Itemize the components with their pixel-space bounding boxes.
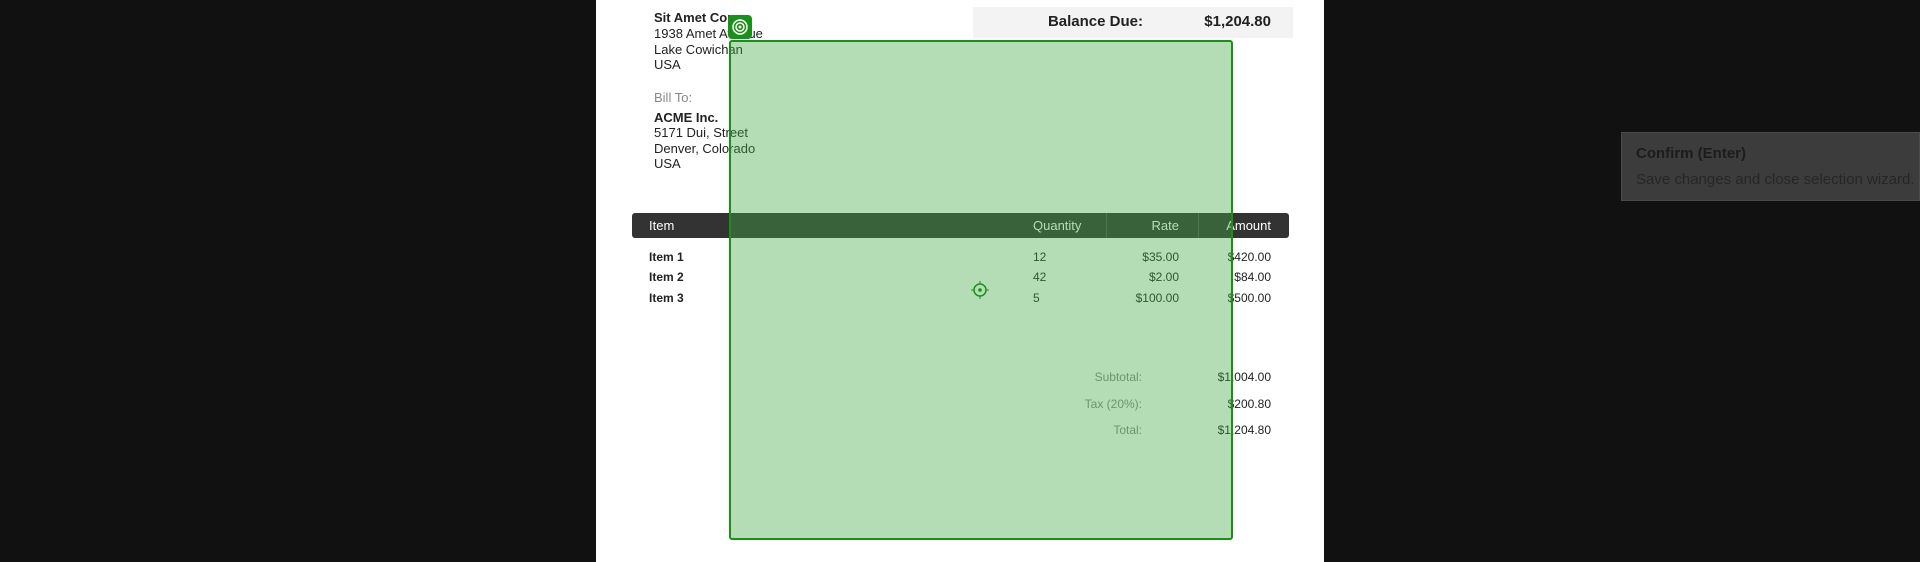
table-header — [632, 213, 1289, 238]
column-divider — [1106, 213, 1107, 238]
tooltip-text: Save changes and close selection wizard. — [1636, 171, 1915, 188]
invoice-page — [596, 0, 1324, 562]
table-cell: $2.00 — [1148, 270, 1179, 284]
sender-name: Sit Amet Corp — [654, 10, 741, 25]
total-label: Tax (20%): — [1084, 397, 1142, 411]
table-header-cell: Rate — [1151, 218, 1179, 233]
tooltip — [1621, 132, 1920, 201]
table-cell: 42 — [1033, 270, 1047, 284]
table-cell: $84.00 — [1234, 270, 1271, 284]
balance-box — [973, 7, 1293, 38]
bill-to-line: 5171 Dui, Street — [654, 125, 748, 140]
table-cell: 5 — [1033, 291, 1040, 305]
total-value: $200.80 — [1227, 397, 1271, 411]
balance-label: Balance Due: — [1047, 13, 1143, 30]
total-label: Total: — [1113, 423, 1142, 437]
table-header-cell: Item — [649, 218, 675, 233]
tooltip-title: Confirm (Enter) — [1636, 145, 1746, 162]
bill-to-name: ACME Inc. — [654, 110, 719, 125]
table-cell: $100.00 — [1135, 291, 1179, 305]
total-label: Subtotal: — [1094, 370, 1142, 384]
sender-line: USA — [654, 57, 681, 72]
table-cell: Item 2 — [649, 270, 684, 284]
table-cell: $420.00 — [1227, 250, 1271, 264]
table-cell: 12 — [1033, 250, 1047, 264]
sender-line: Lake Cowichan — [654, 42, 743, 57]
bill-to-label: Bill To: — [654, 90, 693, 105]
balance-amount: $1,204.80 — [1204, 13, 1271, 30]
crosshair — [971, 281, 989, 299]
selection-handle[interactable] — [728, 15, 752, 39]
table-header-cell: Quantity — [1033, 218, 1082, 233]
table-header-cell: Amount — [1226, 218, 1271, 233]
table-cell: Item 1 — [649, 250, 684, 264]
column-divider — [1198, 213, 1199, 238]
table-cell: $35.00 — [1142, 250, 1179, 264]
table-cell: Item 3 — [649, 291, 684, 305]
bill-to-line: USA — [654, 156, 681, 171]
total-value: $1,004.00 — [1217, 370, 1271, 384]
table-cell: $500.00 — [1227, 291, 1271, 305]
total-value: $1,204.80 — [1217, 423, 1271, 437]
